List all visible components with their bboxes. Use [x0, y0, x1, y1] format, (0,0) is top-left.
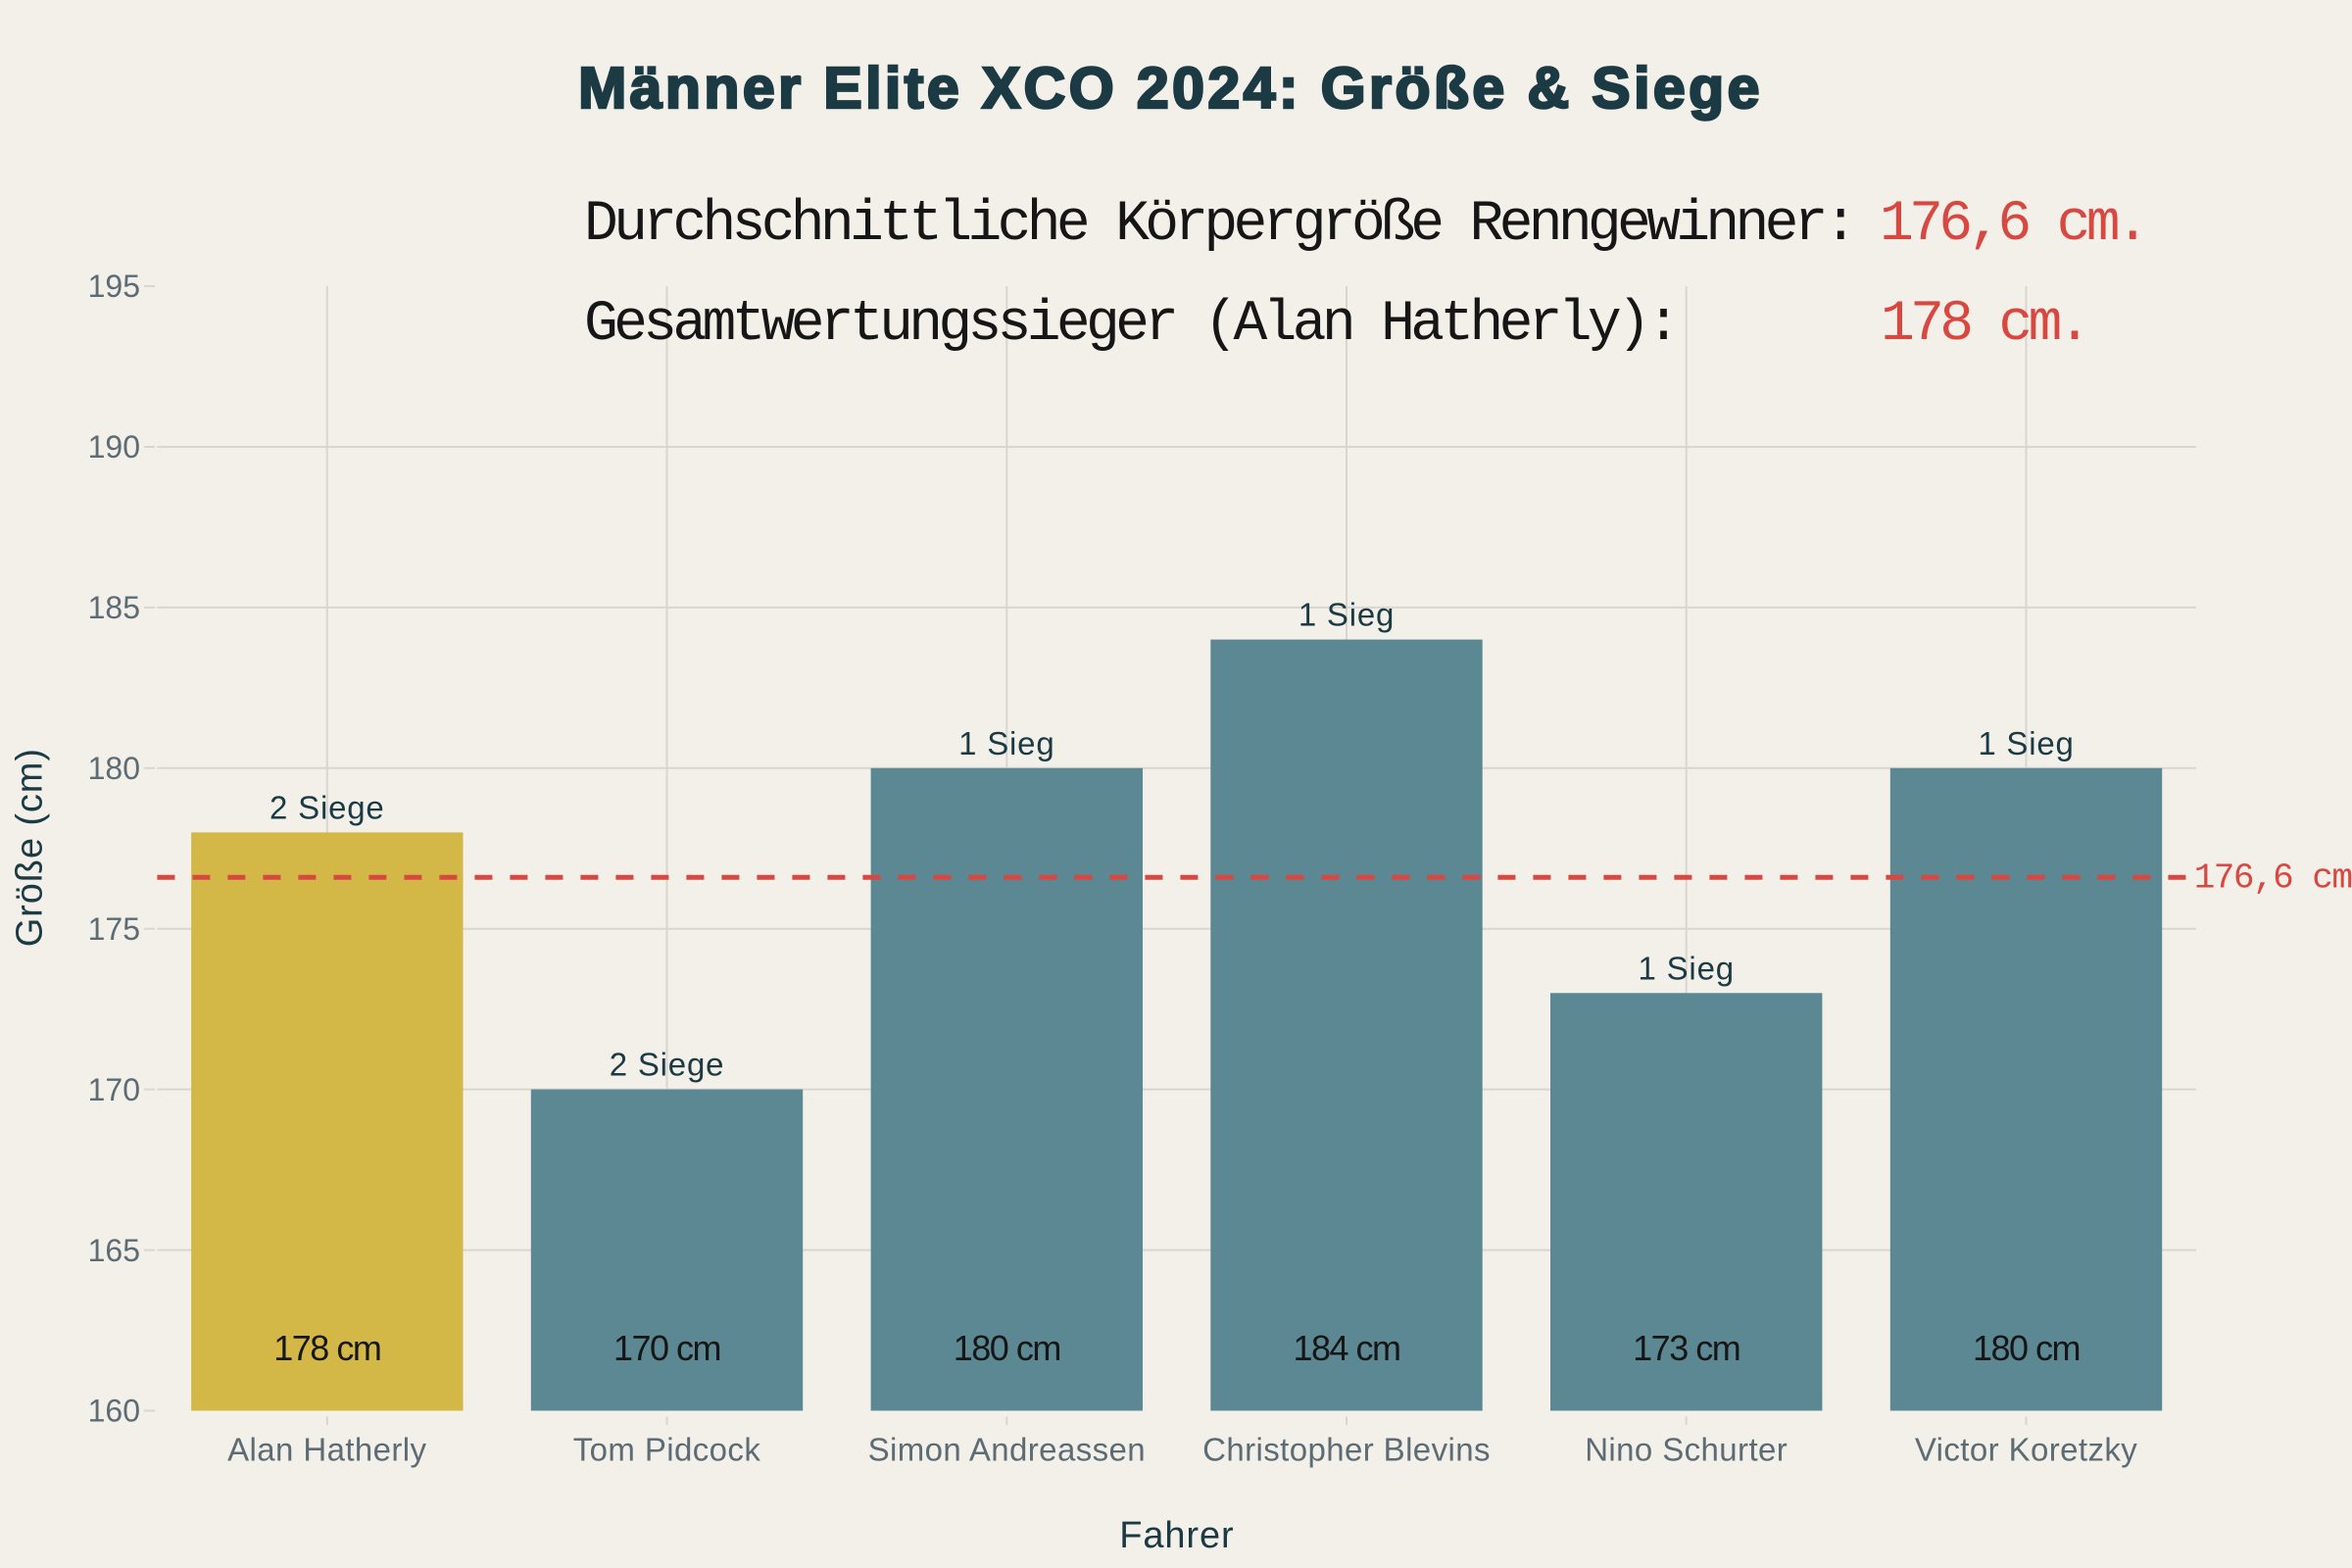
- svg-text:185: 185: [88, 590, 140, 625]
- svg-text:Alan Hatherly: Alan Hatherly: [227, 1432, 426, 1468]
- svg-text:1 Sieg: 1 Sieg: [1298, 597, 1395, 633]
- svg-text:2 Siege: 2 Siege: [610, 1047, 725, 1083]
- svg-text:Männer Elite XCO 2024: Größe &: Männer Elite XCO 2024: Größe & Siege: [578, 56, 1763, 121]
- svg-text:Tom Pidcock: Tom Pidcock: [573, 1432, 761, 1468]
- svg-text:190: 190: [88, 429, 140, 465]
- svg-text:165: 165: [88, 1233, 140, 1268]
- svg-text:Größe (cm): Größe (cm): [10, 748, 51, 947]
- svg-text:195: 195: [88, 269, 140, 304]
- svg-text:170 cm: 170 cm: [613, 1328, 720, 1368]
- svg-text:160: 160: [88, 1394, 140, 1429]
- svg-text:Nino Schurter: Nino Schurter: [1585, 1432, 1788, 1468]
- svg-text:Simon Andreassen: Simon Andreassen: [868, 1432, 1146, 1468]
- svg-text:180: 180: [88, 751, 140, 786]
- svg-text:178 cm: 178 cm: [273, 1328, 380, 1368]
- svg-text:176,6 cm.: 176,6 cm.: [1880, 193, 2145, 257]
- svg-text:178 cm.: 178 cm.: [1881, 293, 2087, 357]
- svg-text:180 cm: 180 cm: [954, 1328, 1060, 1368]
- svg-text:Victor Koretzky: Victor Koretzky: [1915, 1432, 2137, 1468]
- svg-text:176,6 cm: 176,6 cm: [2194, 858, 2352, 899]
- svg-text:Fahrer: Fahrer: [1119, 1515, 1234, 1556]
- svg-text:170: 170: [88, 1072, 140, 1107]
- svg-text:1 Sieg: 1 Sieg: [1978, 725, 2074, 761]
- svg-text:173 cm: 173 cm: [1633, 1328, 1740, 1368]
- svg-text:1 Sieg: 1 Sieg: [958, 725, 1054, 761]
- svg-text:180 cm: 180 cm: [1973, 1328, 2080, 1368]
- svg-text:1 Sieg: 1 Sieg: [1639, 950, 1735, 986]
- svg-text:175: 175: [88, 911, 140, 947]
- svg-text:Christopher Blevins: Christopher Blevins: [1202, 1432, 1491, 1468]
- svg-text:184 cm: 184 cm: [1293, 1328, 1399, 1368]
- svg-text:2 Siege: 2 Siege: [270, 789, 385, 825]
- svg-text:Gesamtwertungssieger (Alan Hat: Gesamtwertungssieger (Alan Hatherly):: [584, 293, 1676, 357]
- svg-text:Durchschnittliche Körpergröße: Durchschnittliche Körpergröße Renngewinn…: [584, 193, 1853, 257]
